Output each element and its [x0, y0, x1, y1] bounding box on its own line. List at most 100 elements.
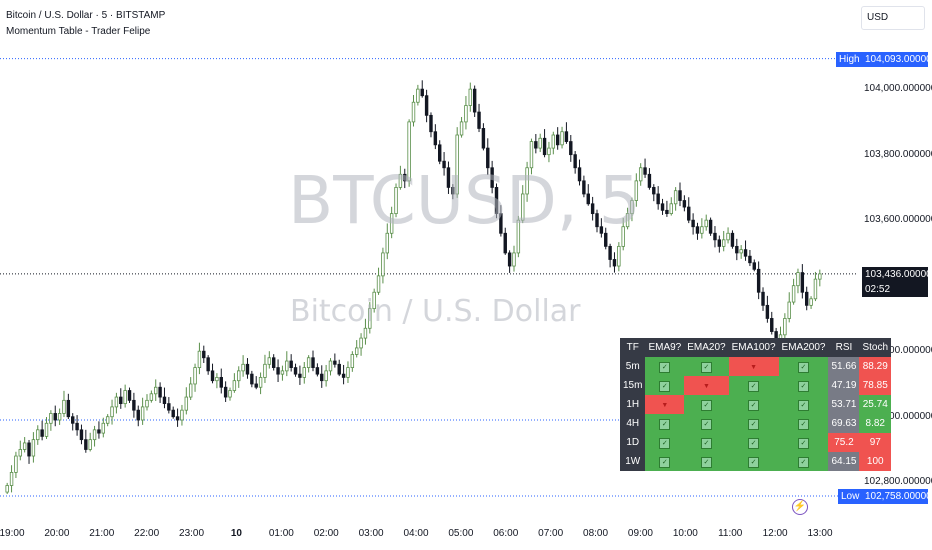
- check-icon: ✓: [797, 380, 809, 392]
- candle-up: [739, 249, 743, 254]
- candle-down: [424, 95, 429, 116]
- momentum-table: TF EMA9? EMA20? EMA100? EMA200? RSI Stoch 5m ✓ ✓…: [620, 338, 892, 471]
- candle-down: [656, 193, 660, 205]
- candle-up: [346, 367, 350, 378]
- candle-up: [232, 380, 237, 391]
- candle-up: [512, 252, 516, 267]
- table-header-cell: Stoch: [859, 338, 892, 357]
- candle-up: [551, 134, 556, 149]
- table-row: 1H ▼ ✓ ✓ ✓ 53.71 25.74: [620, 395, 892, 414]
- ema-below-cell: ▼: [728, 357, 779, 376]
- time-axis-label: 07:00: [538, 528, 564, 539]
- candle-down: [53, 413, 57, 421]
- indicator-title[interactable]: Momentum Table - Trader Felipe: [6, 26, 151, 37]
- lightning-icon[interactable]: ⚡: [792, 499, 808, 515]
- candle-up: [634, 180, 639, 201]
- candle-up: [538, 137, 542, 149]
- candle-down: [717, 239, 722, 247]
- candle-down: [748, 255, 752, 264]
- candle-down: [40, 429, 44, 437]
- candle-down: [472, 88, 477, 113]
- candle-up: [525, 167, 529, 195]
- time-axis-label: 20:00: [44, 528, 70, 539]
- candle-down: [320, 373, 324, 382]
- candle-up: [62, 399, 66, 414]
- candle-down: [97, 429, 101, 434]
- candle-up: [306, 357, 311, 368]
- candle-down: [665, 209, 669, 215]
- candle-up: [455, 134, 459, 195]
- table-row: 4H ✓ ✓ ✓ ✓ 69.63 8.82: [620, 414, 892, 433]
- candle-up: [302, 367, 306, 378]
- table-header-row: TF EMA9? EMA20? EMA100? EMA200? RSI Stoch: [620, 338, 892, 357]
- candle-down: [119, 396, 123, 405]
- candle-up: [625, 213, 630, 228]
- symbol-title[interactable]: Bitcoin / U.S. Dollar · 5 · BITSTAMP: [6, 10, 166, 21]
- candle-down: [333, 360, 337, 365]
- candle-down: [770, 318, 774, 332]
- candle-up: [673, 190, 678, 205]
- candle-up: [241, 363, 245, 372]
- candle-up: [516, 219, 521, 254]
- currency-selector[interactable]: USD: [861, 6, 925, 30]
- candle-down: [210, 370, 215, 382]
- time-axis-label: 11:00: [718, 528, 743, 539]
- candle-down: [271, 357, 276, 368]
- check-icon: ✓: [700, 361, 712, 373]
- bar-countdown: 02:52: [862, 281, 928, 297]
- time-axis-label: 10:00: [672, 528, 698, 539]
- stoch-cell: 78.85: [859, 376, 892, 395]
- candle-up: [154, 386, 158, 395]
- candle-up: [813, 278, 818, 300]
- candle-down: [708, 219, 713, 234]
- time-axis-label: 19:00: [0, 528, 25, 539]
- table-row: 1D ✓ ✓ ✓ ✓ 75.2 97: [620, 433, 892, 452]
- candle-up: [354, 347, 359, 355]
- rsi-cell: 69.63: [828, 414, 860, 433]
- price-axis-label: 103,600.000000: [864, 214, 932, 226]
- candle-down: [420, 88, 424, 97]
- check-icon: ✓: [797, 361, 809, 373]
- candle-down: [590, 203, 595, 215]
- candle-up: [88, 439, 92, 450]
- candle-down: [311, 357, 315, 368]
- candle-up: [630, 200, 634, 215]
- timeframe-cell: 1H: [620, 395, 646, 414]
- table-header-cell: EMA100?: [728, 338, 779, 357]
- candle-up: [529, 141, 534, 169]
- candle-down: [660, 203, 665, 211]
- check-icon: ✓: [659, 380, 671, 392]
- candle-down: [687, 206, 691, 221]
- candle-up: [18, 449, 23, 457]
- time-axis-label: 21:00: [89, 528, 115, 539]
- ema-above-cell: ✓: [728, 433, 779, 452]
- candle-down: [75, 422, 79, 431]
- time-axis-label: 02:00: [313, 528, 339, 539]
- candle-down: [582, 180, 586, 195]
- ema-above-cell: ✓: [645, 452, 685, 471]
- ema-above-cell: ✓: [645, 376, 685, 395]
- candle-up: [92, 429, 97, 441]
- ema-above-cell: ✓: [645, 414, 685, 433]
- candle-down: [800, 272, 805, 293]
- candle-up: [44, 422, 49, 437]
- table-header-cell: EMA9?: [645, 338, 685, 357]
- candle-up: [9, 472, 14, 486]
- stoch-cell: 97: [859, 433, 892, 452]
- candle-up: [267, 357, 272, 365]
- time-axis-label: 22:00: [134, 528, 160, 539]
- ema-below-cell: ▼: [684, 376, 729, 395]
- down-triangle-icon: ▼: [702, 383, 710, 390]
- candle-down: [175, 416, 180, 421]
- candle-up: [389, 213, 394, 234]
- candle-down: [171, 409, 175, 418]
- candle-up: [140, 406, 145, 421]
- candle-down: [569, 141, 573, 156]
- candle-down: [608, 245, 612, 260]
- candle-up: [459, 121, 464, 136]
- stoch-cell: 8.82: [859, 414, 892, 433]
- candle-down: [577, 167, 582, 182]
- candle-down: [490, 167, 494, 188]
